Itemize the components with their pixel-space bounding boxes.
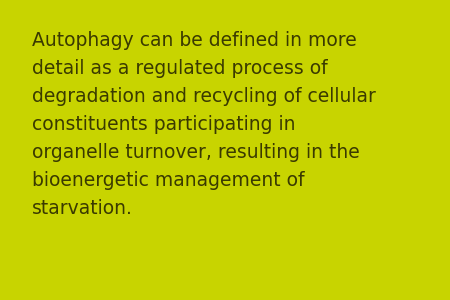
- Text: Autophagy can be defined in more
detail as a regulated process of
degradation an: Autophagy can be defined in more detail …: [32, 32, 375, 218]
